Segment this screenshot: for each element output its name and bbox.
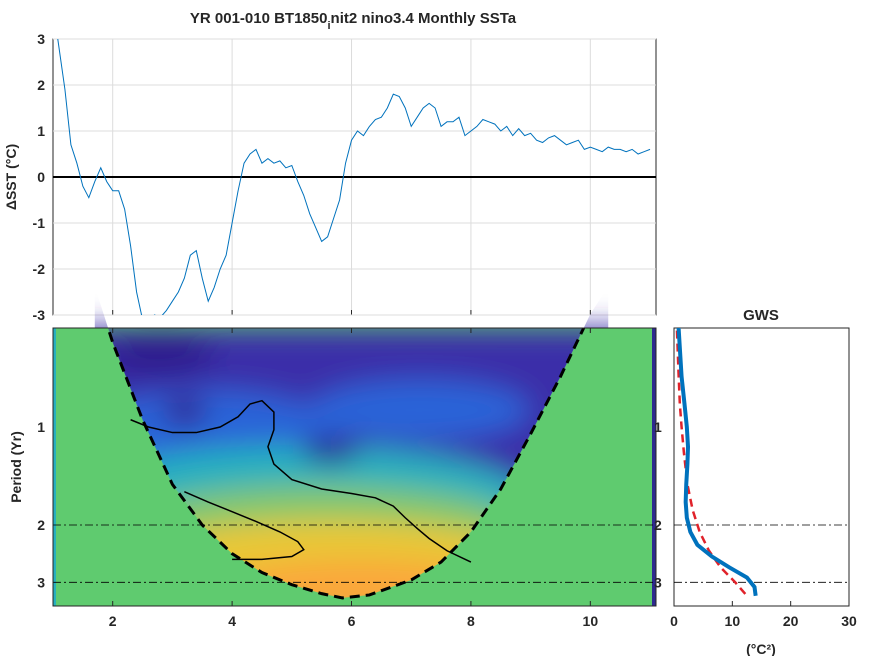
- right-edge-strip: [652, 328, 656, 606]
- gws-significance-curve: [675, 328, 748, 597]
- chart-title-rest: nit2 nino3.4 Monthly SSTa: [331, 10, 517, 27]
- wavelet-x-tick-label: 8: [467, 613, 475, 629]
- timeseries-y-ticks: -3 -2 -1 0 1 2 3: [33, 31, 46, 323]
- significance-contours: [130, 399, 472, 563]
- gws-x-tick-label: 20: [783, 613, 799, 629]
- wavelet-y-tick-label: 2: [37, 517, 45, 533]
- gws-title: GWS: [743, 307, 779, 324]
- gws-y-tick-label: 1: [654, 419, 662, 435]
- gws-x-label: (°C²): [746, 641, 776, 656]
- gws-x-tick-label: 10: [725, 613, 741, 629]
- wavelet-y-ticks: 1 2 3: [37, 419, 45, 590]
- sst-anomaly-series: [57, 39, 651, 315]
- gws-panel: GWS 0 10 20 30 1 2 3 (°C²): [654, 307, 857, 656]
- wavelet-x-tick-label: 4: [228, 613, 236, 629]
- power-trough-2: [302, 437, 358, 463]
- significance-contour: [184, 490, 305, 561]
- wavelet-x-tick-label: 6: [348, 613, 356, 629]
- gws-reference-lines: [674, 524, 849, 583]
- gws-x-tick-label: 30: [841, 613, 857, 629]
- power-trough-1: [163, 398, 207, 426]
- significance-contour: [130, 399, 472, 563]
- timeseries-y-tick-label: 0: [37, 169, 45, 185]
- gws-y-tick-label: 3: [654, 574, 662, 590]
- gws-plot-area: [673, 327, 850, 607]
- chart-title-main: YR 001-010 BT1850: [190, 10, 328, 27]
- timeseries-y-tick-label: 2: [37, 77, 45, 93]
- gws-x-tick-label: 0: [670, 613, 678, 629]
- chart-title: YR 001-010 BT1850init2 nino3.4 Monthly S…: [190, 10, 517, 32]
- timeseries-y-tick-label: -2: [33, 261, 46, 277]
- wavelet-x-ticks: 2 4 6 8 10: [109, 328, 599, 629]
- wavelet-frame: [52, 327, 657, 607]
- left-edge-strip: [53, 328, 56, 606]
- cone-of-influence: [106, 328, 586, 600]
- power-mid-lobe-2: [310, 380, 530, 440]
- timeseries-panel: YR 001-010 BT1850init2 nino3.4 Monthly S…: [3, 10, 657, 323]
- wavelet-y-tick-label: 1: [37, 419, 45, 435]
- timeseries-y-label: ΔSST (°C): [3, 144, 19, 210]
- wavelet-y-label: Period (Yr): [8, 431, 24, 503]
- wavelet-x-tick-label: 10: [583, 613, 599, 629]
- gws-y-ticks: 1 2 3: [654, 419, 662, 590]
- power-trough-3: [105, 333, 215, 377]
- timeseries-y-tick-label: -3: [33, 307, 46, 323]
- timeseries-y-tick-label: 3: [37, 31, 45, 47]
- wavelet-y-tick-label: 3: [37, 574, 45, 590]
- gws-y-tick-label: 2: [654, 517, 662, 533]
- wavelet-panel: 2 4 6 8 10 123 Period (Yr): [8, 327, 657, 629]
- wavelet-x-tick-label: 2: [109, 613, 117, 629]
- chart-title-subscript: i: [327, 20, 330, 32]
- gws-power-curve: [676, 328, 758, 597]
- timeseries-y-tick-label: 1: [37, 123, 45, 139]
- gws-x-ticks: 0 10 20 30: [670, 601, 857, 629]
- timeseries-y-tick-label: -1: [33, 215, 46, 231]
- wavelet-reference-lines: [53, 524, 656, 583]
